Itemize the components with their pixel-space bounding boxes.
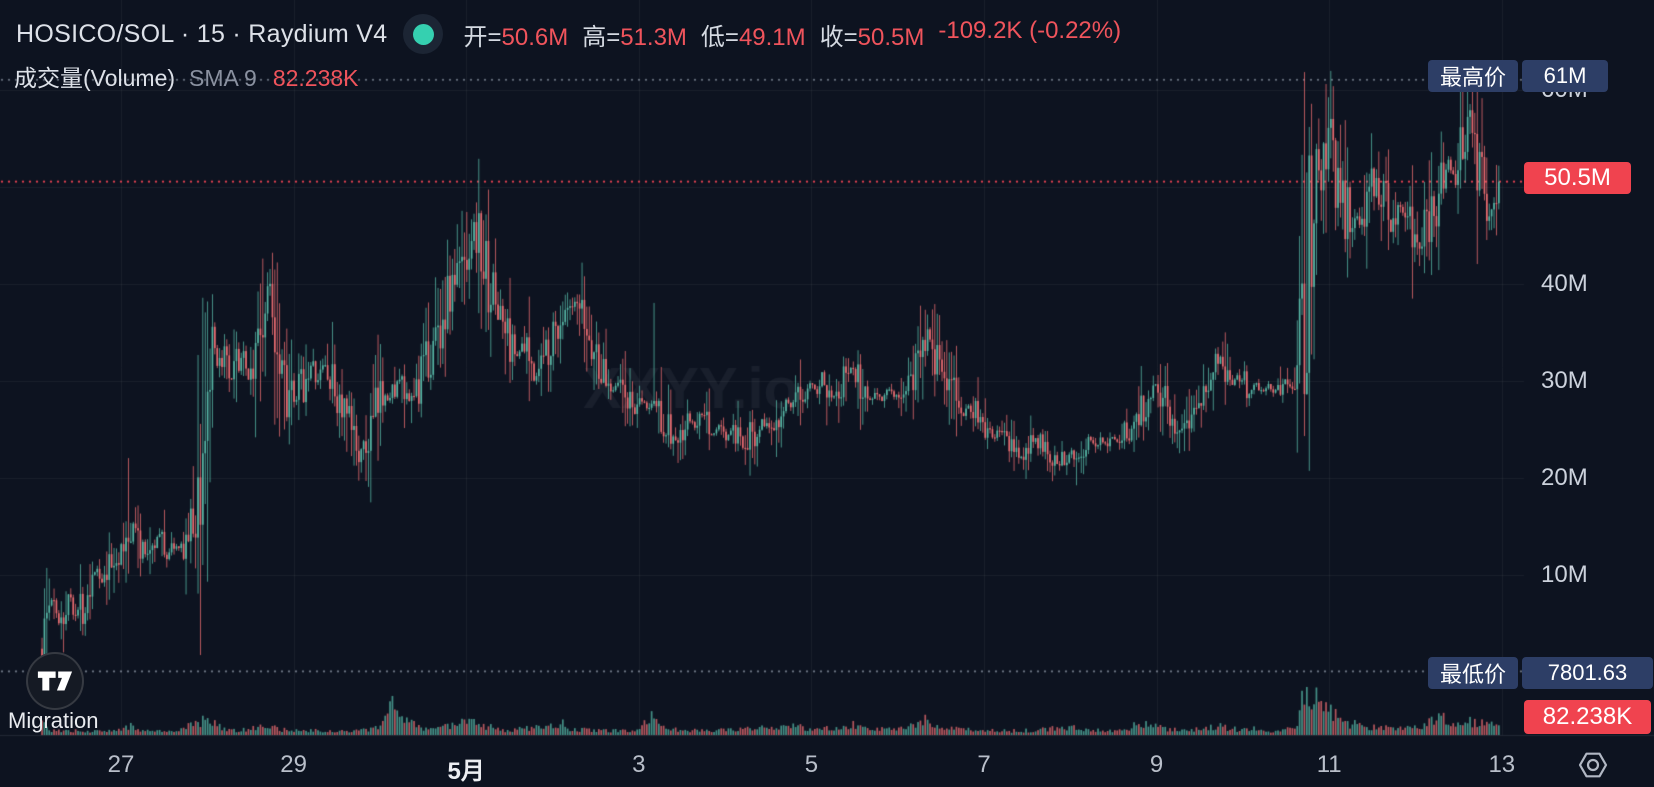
time-axis-label: 3 [632, 751, 646, 778]
session-high-value-badge: 61M [1522, 60, 1608, 92]
open-label: 开= [463, 23, 502, 51]
low-label: 低= [700, 23, 739, 51]
token-status-dot [403, 14, 444, 54]
session-low-label-badge: 最低价 [1428, 657, 1518, 689]
high-label: 高= [582, 23, 621, 51]
ohlc-values: 开=50.6M 高=51.3M 低=49.1M 收=50.5M -109.2K … [463, 17, 1121, 52]
session-high-label-badge: 最高价 [1428, 60, 1518, 92]
time-axis-label: 11 [1316, 751, 1342, 778]
ohlc-high: 高=51.3M [582, 17, 687, 52]
price-axis-label: 40M [1541, 269, 1588, 297]
status-dot-icon [412, 23, 434, 45]
settings-hexagon-icon [1578, 752, 1608, 778]
migration-marker-label: Migration [8, 708, 99, 733]
price-axis-label: 30M [1541, 366, 1588, 394]
high-value: 51.3M [620, 23, 687, 51]
current-price-badge: 50.5M [1524, 162, 1631, 194]
close-label: 收= [819, 23, 858, 51]
indicator-name[interactable]: 成交量(Volume) [14, 65, 176, 91]
time-axis-label: 7 [977, 751, 991, 778]
tradingview-logo[interactable] [26, 652, 84, 710]
tradingview-logo-icon [37, 671, 73, 691]
ohlc-low: 低=49.1M [701, 17, 806, 52]
price-axis-label: 20M [1541, 463, 1588, 491]
time-axis-label: 5月 [447, 758, 485, 785]
indicator-value: 82.238K [272, 65, 359, 91]
time-axis-label: 29 [280, 751, 307, 778]
low-value: 49.1M [738, 23, 806, 51]
change-value: -109.2K (-0.22%) [938, 16, 1122, 44]
settings-icon[interactable] [1578, 750, 1608, 780]
current-volume-badge: 82.238K [1524, 700, 1651, 734]
session-low-value-badge: 7801.63 [1522, 657, 1653, 689]
ohlc-open: 开=50.6M [463, 17, 568, 52]
indicator-sma-label: SMA 9 [189, 65, 257, 91]
time-axis-label: 5 [804, 751, 819, 778]
open-value: 50.6M [501, 23, 569, 51]
time-axis-label: 9 [1149, 751, 1164, 778]
symbol-title[interactable]: HOSICO/SOL · 15 · Raydium V4 [16, 19, 388, 48]
indicator-legend-row: 成交量(Volume) SMA 9 82.238K [14, 59, 359, 93]
close-value: 50.5M [857, 23, 925, 51]
ohlc-close: 收=50.5M [820, 17, 925, 52]
time-axis-label: 27 [107, 751, 135, 778]
price-axis-label: 10M [1541, 560, 1588, 588]
symbol-legend-row: HOSICO/SOL · 15 · Raydium V4 开=50.6M 高=5… [16, 14, 1121, 54]
time-axis-label: 13 [1488, 751, 1516, 778]
